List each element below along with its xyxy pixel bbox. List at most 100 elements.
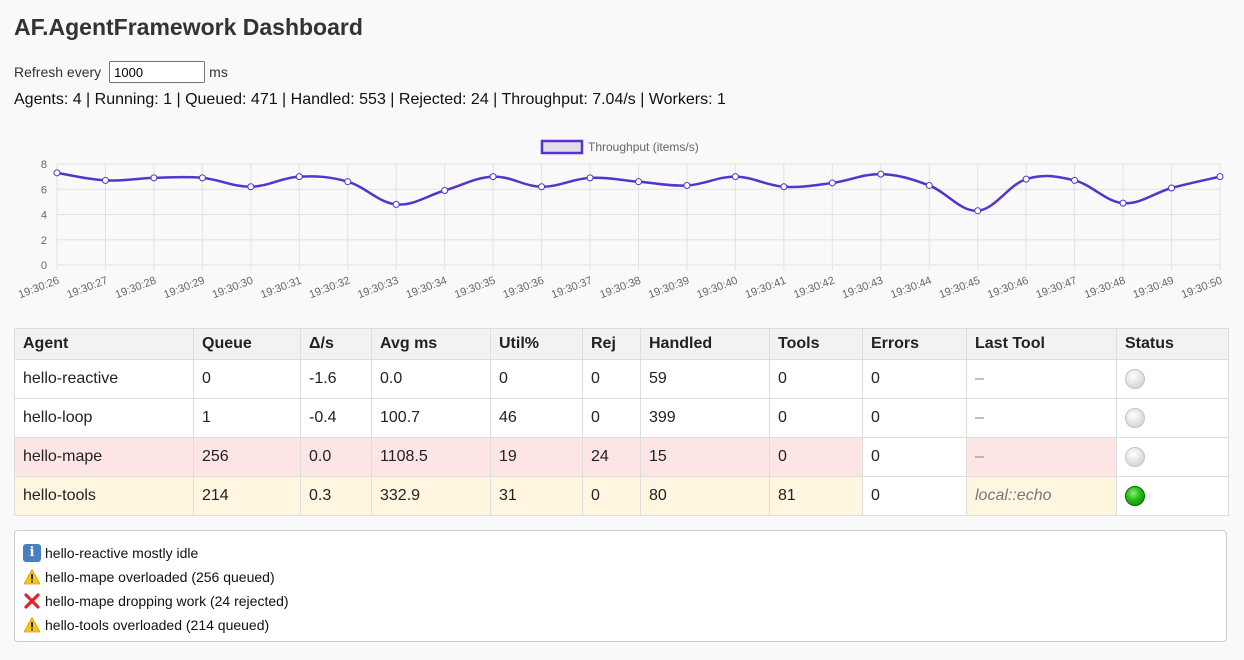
cell-util: 19 bbox=[490, 437, 583, 477]
cell-util: 46 bbox=[490, 398, 583, 438]
cell-errors: 0 bbox=[862, 437, 967, 477]
refresh-label: Refresh every bbox=[14, 64, 102, 80]
status-idle-icon bbox=[1125, 408, 1145, 428]
info-icon: i bbox=[23, 544, 41, 562]
x-tick-label: 19:30:39 bbox=[647, 275, 691, 302]
cell-agent: hello-reactive bbox=[14, 359, 194, 399]
refresh-control: Refresh every ms bbox=[14, 60, 1230, 84]
cell-delta: 0.3 bbox=[300, 476, 372, 516]
cell-agent: hello-mape bbox=[14, 437, 194, 477]
data-point bbox=[683, 181, 691, 189]
column-header-queue[interactable]: Queue bbox=[193, 328, 301, 360]
cell-status bbox=[1116, 398, 1229, 438]
data-point bbox=[1119, 199, 1127, 207]
cell-rej: 0 bbox=[582, 476, 641, 516]
x-tick-label: 19:30:40 bbox=[695, 275, 739, 302]
cell-avg: 332.9 bbox=[371, 476, 491, 516]
status-idle-icon bbox=[1125, 369, 1145, 389]
cell-avg: 0.0 bbox=[371, 359, 491, 399]
y-tick-label: 4 bbox=[41, 210, 47, 222]
cell-rej: 0 bbox=[582, 359, 641, 399]
x-tick-label: 19:30:46 bbox=[986, 275, 1030, 302]
cell-handled: 80 bbox=[640, 476, 770, 516]
cell-tools: 0 bbox=[769, 359, 863, 399]
data-point bbox=[150, 174, 158, 182]
cell-last-tool: local::echo bbox=[966, 476, 1117, 516]
table-row[interactable]: hello-reactive 0 -1.6 0.0 0 0 59 0 0– bbox=[14, 359, 1229, 399]
cell-handled: 15 bbox=[640, 437, 770, 477]
cell-tools: 81 bbox=[769, 476, 863, 516]
table-row[interactable]: hello-mape 256 0.0 1108.5 19 24 15 0 0– bbox=[14, 437, 1229, 477]
cell-avg: 1108.5 bbox=[371, 437, 491, 477]
alert-item: hello-mape dropping work (24 rejected) bbox=[23, 589, 1218, 613]
data-point bbox=[344, 178, 352, 186]
cell-handled: 59 bbox=[640, 359, 770, 399]
data-point bbox=[538, 183, 546, 191]
x-tick-label: 19:30:45 bbox=[937, 275, 981, 302]
x-tick-label: 19:30:27 bbox=[65, 275, 109, 302]
cell-status bbox=[1116, 476, 1229, 516]
stats-summary: Agents: 4 | Running: 1 | Queued: 471 | H… bbox=[14, 91, 726, 108]
data-point bbox=[780, 183, 788, 191]
x-tick-label: 19:30:47 bbox=[1034, 275, 1078, 302]
cell-delta: 0.0 bbox=[300, 437, 372, 477]
column-header-tools[interactable]: Tools bbox=[769, 328, 863, 360]
cell-last-tool: – bbox=[966, 437, 1117, 477]
cell-rej: 24 bbox=[582, 437, 641, 477]
x-tick-label: 19:30:50 bbox=[1180, 275, 1224, 302]
y-tick-label: 8 bbox=[41, 159, 47, 171]
cross-icon bbox=[23, 592, 41, 610]
legend-label: Throughput (items/s) bbox=[588, 140, 699, 154]
x-tick-label: 19:30:32 bbox=[308, 275, 352, 302]
alerts-panel: i hello-reactive mostly idle hello-mape ov… bbox=[14, 530, 1227, 642]
table-header-row: Agent Queue Δ/s Avg ms Util% Rej Handled… bbox=[14, 328, 1229, 360]
x-tick-label: 19:30:42 bbox=[792, 275, 836, 302]
data-point bbox=[489, 173, 497, 181]
x-tick-label: 19:30:43 bbox=[841, 275, 885, 302]
cell-last-tool: – bbox=[966, 359, 1117, 399]
cell-errors: 0 bbox=[862, 359, 967, 399]
x-tick-label: 19:30:29 bbox=[162, 275, 206, 302]
data-point bbox=[635, 178, 642, 186]
column-header-last-tool[interactable]: Last Tool bbox=[966, 328, 1117, 360]
x-tick-label: 19:30:30 bbox=[211, 275, 255, 302]
column-header-errors[interactable]: Errors bbox=[862, 328, 967, 360]
warning-icon bbox=[23, 568, 41, 586]
refresh-interval-input[interactable] bbox=[109, 61, 206, 83]
cell-delta: -1.6 bbox=[300, 359, 372, 399]
cell-agent: hello-loop bbox=[14, 398, 194, 438]
cell-errors: 0 bbox=[862, 398, 967, 438]
x-tick-label: 19:30:36 bbox=[501, 275, 545, 302]
column-header-agent[interactable]: Agent bbox=[14, 328, 194, 360]
alert-item: hello-mape overloaded (256 queued) bbox=[23, 565, 1218, 589]
column-header-handled[interactable]: Handled bbox=[640, 328, 770, 360]
data-point bbox=[1071, 176, 1079, 184]
cell-last-tool: – bbox=[966, 398, 1117, 438]
column-header-util[interactable]: Util% bbox=[490, 328, 583, 360]
alert-text: hello-mape overloaded (256 queued) bbox=[45, 569, 275, 585]
cell-queue: 256 bbox=[193, 437, 301, 477]
throughput-chart: 0 2 4 6 8 19:30:26 19:30:27 19:30:28 19:30:29 19:… bbox=[0, 130, 1244, 310]
cell-tools: 0 bbox=[769, 398, 863, 438]
cell-agent: hello-tools bbox=[14, 476, 194, 516]
x-tick-label: 19:30:38 bbox=[598, 275, 642, 302]
alert-text: hello-mape dropping work (24 rejected) bbox=[45, 593, 289, 609]
table-row[interactable]: hello-loop 1 -0.4 100.7 46 0 399 0 0– bbox=[14, 398, 1229, 438]
cell-queue: 0 bbox=[193, 359, 301, 399]
data-point bbox=[247, 183, 255, 191]
warning-icon bbox=[23, 616, 41, 634]
data-point bbox=[198, 174, 206, 182]
cell-queue: 1 bbox=[193, 398, 301, 438]
cell-rej: 0 bbox=[582, 398, 641, 438]
table-row[interactable]: hello-tools 214 0.3 332.9 31 0 80 81 0 local::ech… bbox=[14, 476, 1229, 516]
column-header-status[interactable]: Status bbox=[1116, 328, 1229, 360]
column-header-rej[interactable]: Rej bbox=[582, 328, 641, 360]
column-header-delta[interactable]: Δ/s bbox=[300, 328, 372, 360]
data-point bbox=[877, 170, 885, 178]
y-tick-label: 2 bbox=[41, 235, 47, 247]
x-tick-label: 19:30:48 bbox=[1083, 275, 1127, 302]
y-tick-label: 6 bbox=[41, 184, 47, 196]
column-header-avg-ms[interactable]: Avg ms bbox=[371, 328, 491, 360]
cell-util: 0 bbox=[490, 359, 583, 399]
refresh-unit: ms bbox=[209, 64, 228, 80]
